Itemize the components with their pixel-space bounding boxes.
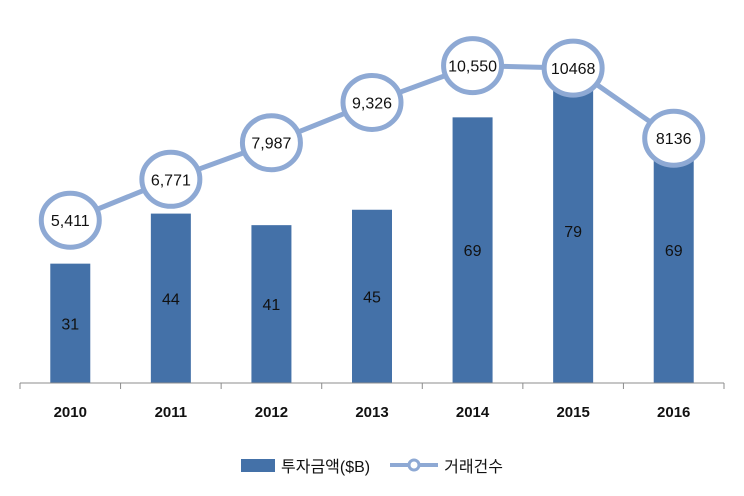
line-series: 5,411 6,771 7,987 9,326 10,550 10468 8136	[38, 36, 706, 250]
bar-data-label: 44	[162, 291, 180, 308]
bar-data-label: 31	[61, 316, 79, 333]
legend-label-bar: 투자금액($B)	[281, 459, 371, 476]
legend-item-line: 거래건수	[390, 453, 503, 477]
line-data-label: 6,771	[151, 172, 191, 189]
bar	[352, 209, 392, 383]
line-data-label: 9,326	[352, 95, 392, 112]
x-tick-label: 2010	[54, 404, 87, 421]
line-point	[38, 190, 102, 250]
legend: 투자금액($B) 거래건수	[0, 448, 744, 482]
bar	[553, 78, 594, 383]
line-data-label: 10468	[551, 61, 596, 78]
x-tick-label: 2014	[456, 404, 490, 421]
line-point	[139, 149, 203, 209]
bar-data-label: 45	[363, 289, 381, 306]
bar	[452, 117, 493, 383]
line-point	[541, 38, 605, 98]
x-tick-label: 2015	[556, 404, 589, 421]
legend-line-swatch	[390, 458, 439, 472]
line-data-label: 10,550	[448, 59, 497, 76]
bar-data-label: 69	[665, 243, 683, 260]
bar	[150, 213, 191, 383]
line-point	[239, 113, 303, 173]
bar	[50, 263, 91, 383]
bar-data-label: 79	[564, 224, 582, 241]
legend-label-line: 거래건수	[444, 459, 503, 476]
x-axis: 2010 2011 2012 2013 2014 2015 2016	[19, 382, 725, 421]
line-data-label: 5,411	[51, 213, 90, 230]
x-tick-label: 2016	[657, 404, 690, 421]
line-data-label: 8136	[656, 131, 692, 148]
line-point	[642, 108, 706, 168]
bar-data-label: 41	[263, 297, 281, 314]
line-point	[441, 36, 505, 96]
line-data-label: 7,987	[251, 136, 291, 153]
line-point	[340, 72, 404, 132]
bar	[251, 225, 292, 383]
bar-data-label: 69	[464, 243, 482, 260]
x-tick-label: 2013	[355, 404, 388, 421]
legend-item-bar: 투자금액($B)	[241, 453, 370, 477]
x-tick-label: 2011	[155, 404, 188, 421]
x-tick-label: 2012	[255, 404, 288, 421]
legend-bar-swatch	[241, 458, 275, 472]
